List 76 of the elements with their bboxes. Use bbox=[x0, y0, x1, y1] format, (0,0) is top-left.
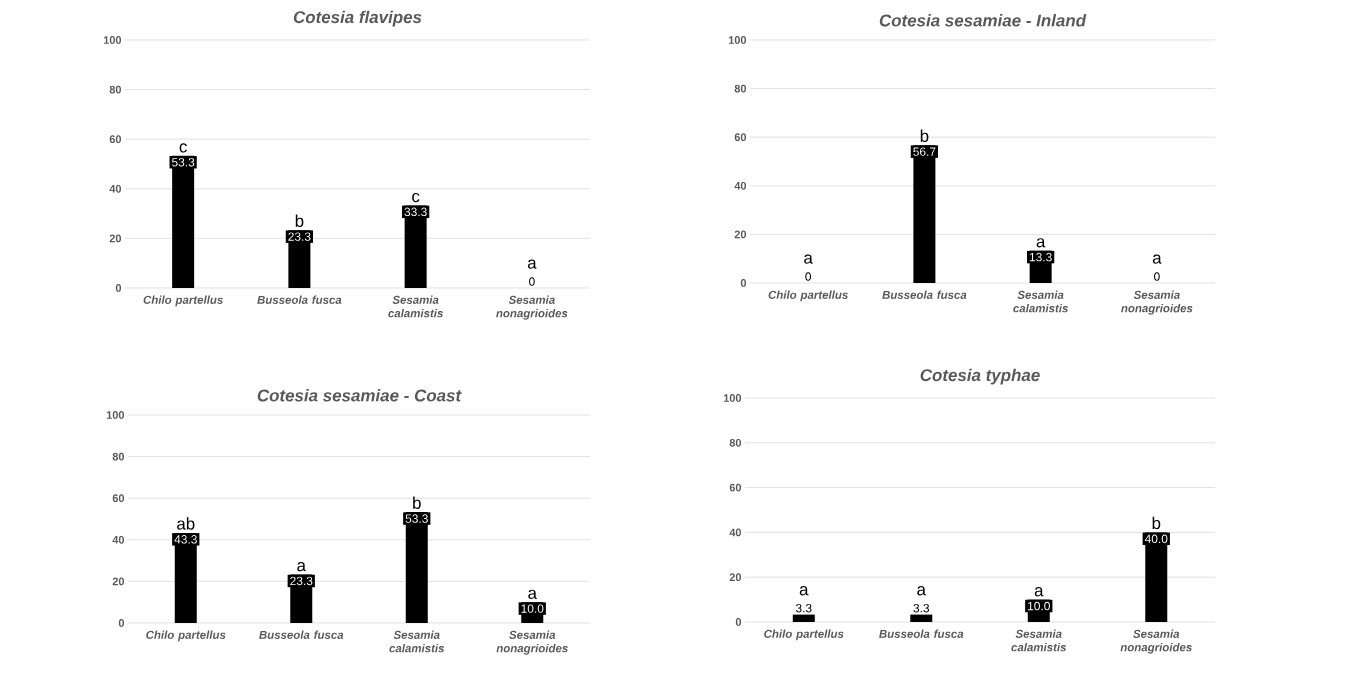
y-tick-label: 100 bbox=[103, 36, 122, 44]
y-tick-label: 60 bbox=[734, 133, 747, 142]
x-tick-label: Sesamia calamistis bbox=[1011, 629, 1067, 652]
annotation: a bbox=[297, 562, 306, 572]
y-tick-label: 0 bbox=[735, 618, 742, 626]
y-tick-label: 80 bbox=[734, 84, 747, 93]
x-tick-label: Busseola fusca bbox=[259, 630, 344, 639]
data-label: 0 bbox=[529, 277, 535, 286]
y-tick-label: 20 bbox=[734, 230, 747, 239]
y-tick-label: 60 bbox=[112, 494, 125, 503]
chart-title: Cotesia sesamiae - Inland bbox=[879, 14, 1087, 27]
y-tick-label: 40 bbox=[112, 535, 125, 544]
x-tick-label: Sesamia nonagrioides bbox=[496, 630, 568, 655]
y-tick-label: 20 bbox=[729, 573, 742, 582]
y-tick-label: 40 bbox=[734, 181, 747, 190]
annotation: b bbox=[920, 129, 929, 143]
y-tick-label: 100 bbox=[106, 411, 125, 419]
annotation: ab bbox=[177, 517, 195, 530]
data-label: 3.3 bbox=[913, 603, 930, 613]
data-label: 40.0 bbox=[1144, 534, 1168, 544]
x-tick-label: Busseola fusca bbox=[257, 295, 342, 304]
data-label: 13.3 bbox=[1029, 252, 1052, 262]
y-tick-label: 80 bbox=[729, 438, 742, 447]
y-tick-label: 20 bbox=[112, 577, 125, 586]
x-tick-label: Sesamia nonagrioides bbox=[1120, 629, 1192, 654]
x-tick-label: Busseola fusca bbox=[882, 290, 967, 299]
y-tick-label: 60 bbox=[729, 483, 742, 492]
x-tick-label: Sesamia nonagrioides bbox=[1121, 290, 1193, 315]
data-label: 53.3 bbox=[171, 158, 195, 167]
y-tick-label: 100 bbox=[728, 36, 747, 44]
chart-title: Cotesia typhae bbox=[920, 368, 1040, 385]
data-label: 0 bbox=[805, 272, 812, 281]
data-label: 3.3 bbox=[795, 603, 812, 613]
annotation: b bbox=[413, 496, 421, 509]
annotation: a bbox=[1036, 238, 1046, 248]
x-tick-label: Sesamia calamistis bbox=[388, 295, 443, 318]
y-tick-label: 100 bbox=[723, 394, 742, 402]
bar bbox=[792, 614, 815, 622]
annotation: a bbox=[527, 259, 537, 269]
annotation: a bbox=[799, 586, 809, 596]
chart-title: Cotesia flavipes bbox=[293, 10, 422, 27]
x-tick-label: Sesamia calamistis bbox=[389, 630, 445, 653]
y-tick-label: 20 bbox=[109, 234, 122, 243]
annotation: b bbox=[295, 214, 304, 228]
annotation: a bbox=[917, 586, 926, 596]
y-tick-label: 60 bbox=[109, 135, 122, 144]
annotation: a bbox=[528, 589, 537, 599]
x-tick-label: Sesamia calamistis bbox=[1013, 290, 1068, 313]
y-tick-label: 80 bbox=[112, 452, 125, 461]
y-tick-label: 40 bbox=[109, 184, 122, 193]
x-tick-label: Busseola fusca bbox=[879, 629, 964, 638]
y-tick-label: 0 bbox=[740, 279, 747, 287]
y-tick-label: 80 bbox=[109, 85, 122, 94]
data-label: 53.3 bbox=[405, 514, 428, 523]
annotation: c bbox=[412, 192, 420, 203]
data-label: 23.3 bbox=[290, 576, 313, 586]
y-tick-label: 0 bbox=[118, 619, 125, 627]
data-label: 0 bbox=[1154, 272, 1160, 281]
annotation: a bbox=[804, 254, 813, 264]
x-tick-label: Chilo partellus bbox=[764, 629, 844, 641]
x-tick-label: Chilo partellus bbox=[146, 630, 226, 642]
y-tick-label: 40 bbox=[729, 528, 742, 537]
annotation: c bbox=[179, 143, 187, 153]
annotation: a bbox=[1152, 254, 1162, 264]
x-tick-label: Chilo partellus bbox=[768, 290, 848, 302]
bar bbox=[910, 614, 933, 622]
chart-title: Cotesia sesamiae - Coast bbox=[257, 389, 462, 402]
annotation: b bbox=[1152, 516, 1161, 530]
data-label: 23.3 bbox=[288, 232, 311, 241]
x-tick-label: Chilo partellus bbox=[143, 295, 223, 307]
data-label: 43.3 bbox=[174, 535, 197, 544]
x-tick-label: Sesamia nonagrioides bbox=[496, 295, 568, 320]
data-label: 56.7 bbox=[913, 147, 936, 156]
y-tick-label: 0 bbox=[115, 284, 122, 292]
data-label: 33.3 bbox=[404, 207, 427, 217]
annotation: a bbox=[1034, 587, 1044, 597]
